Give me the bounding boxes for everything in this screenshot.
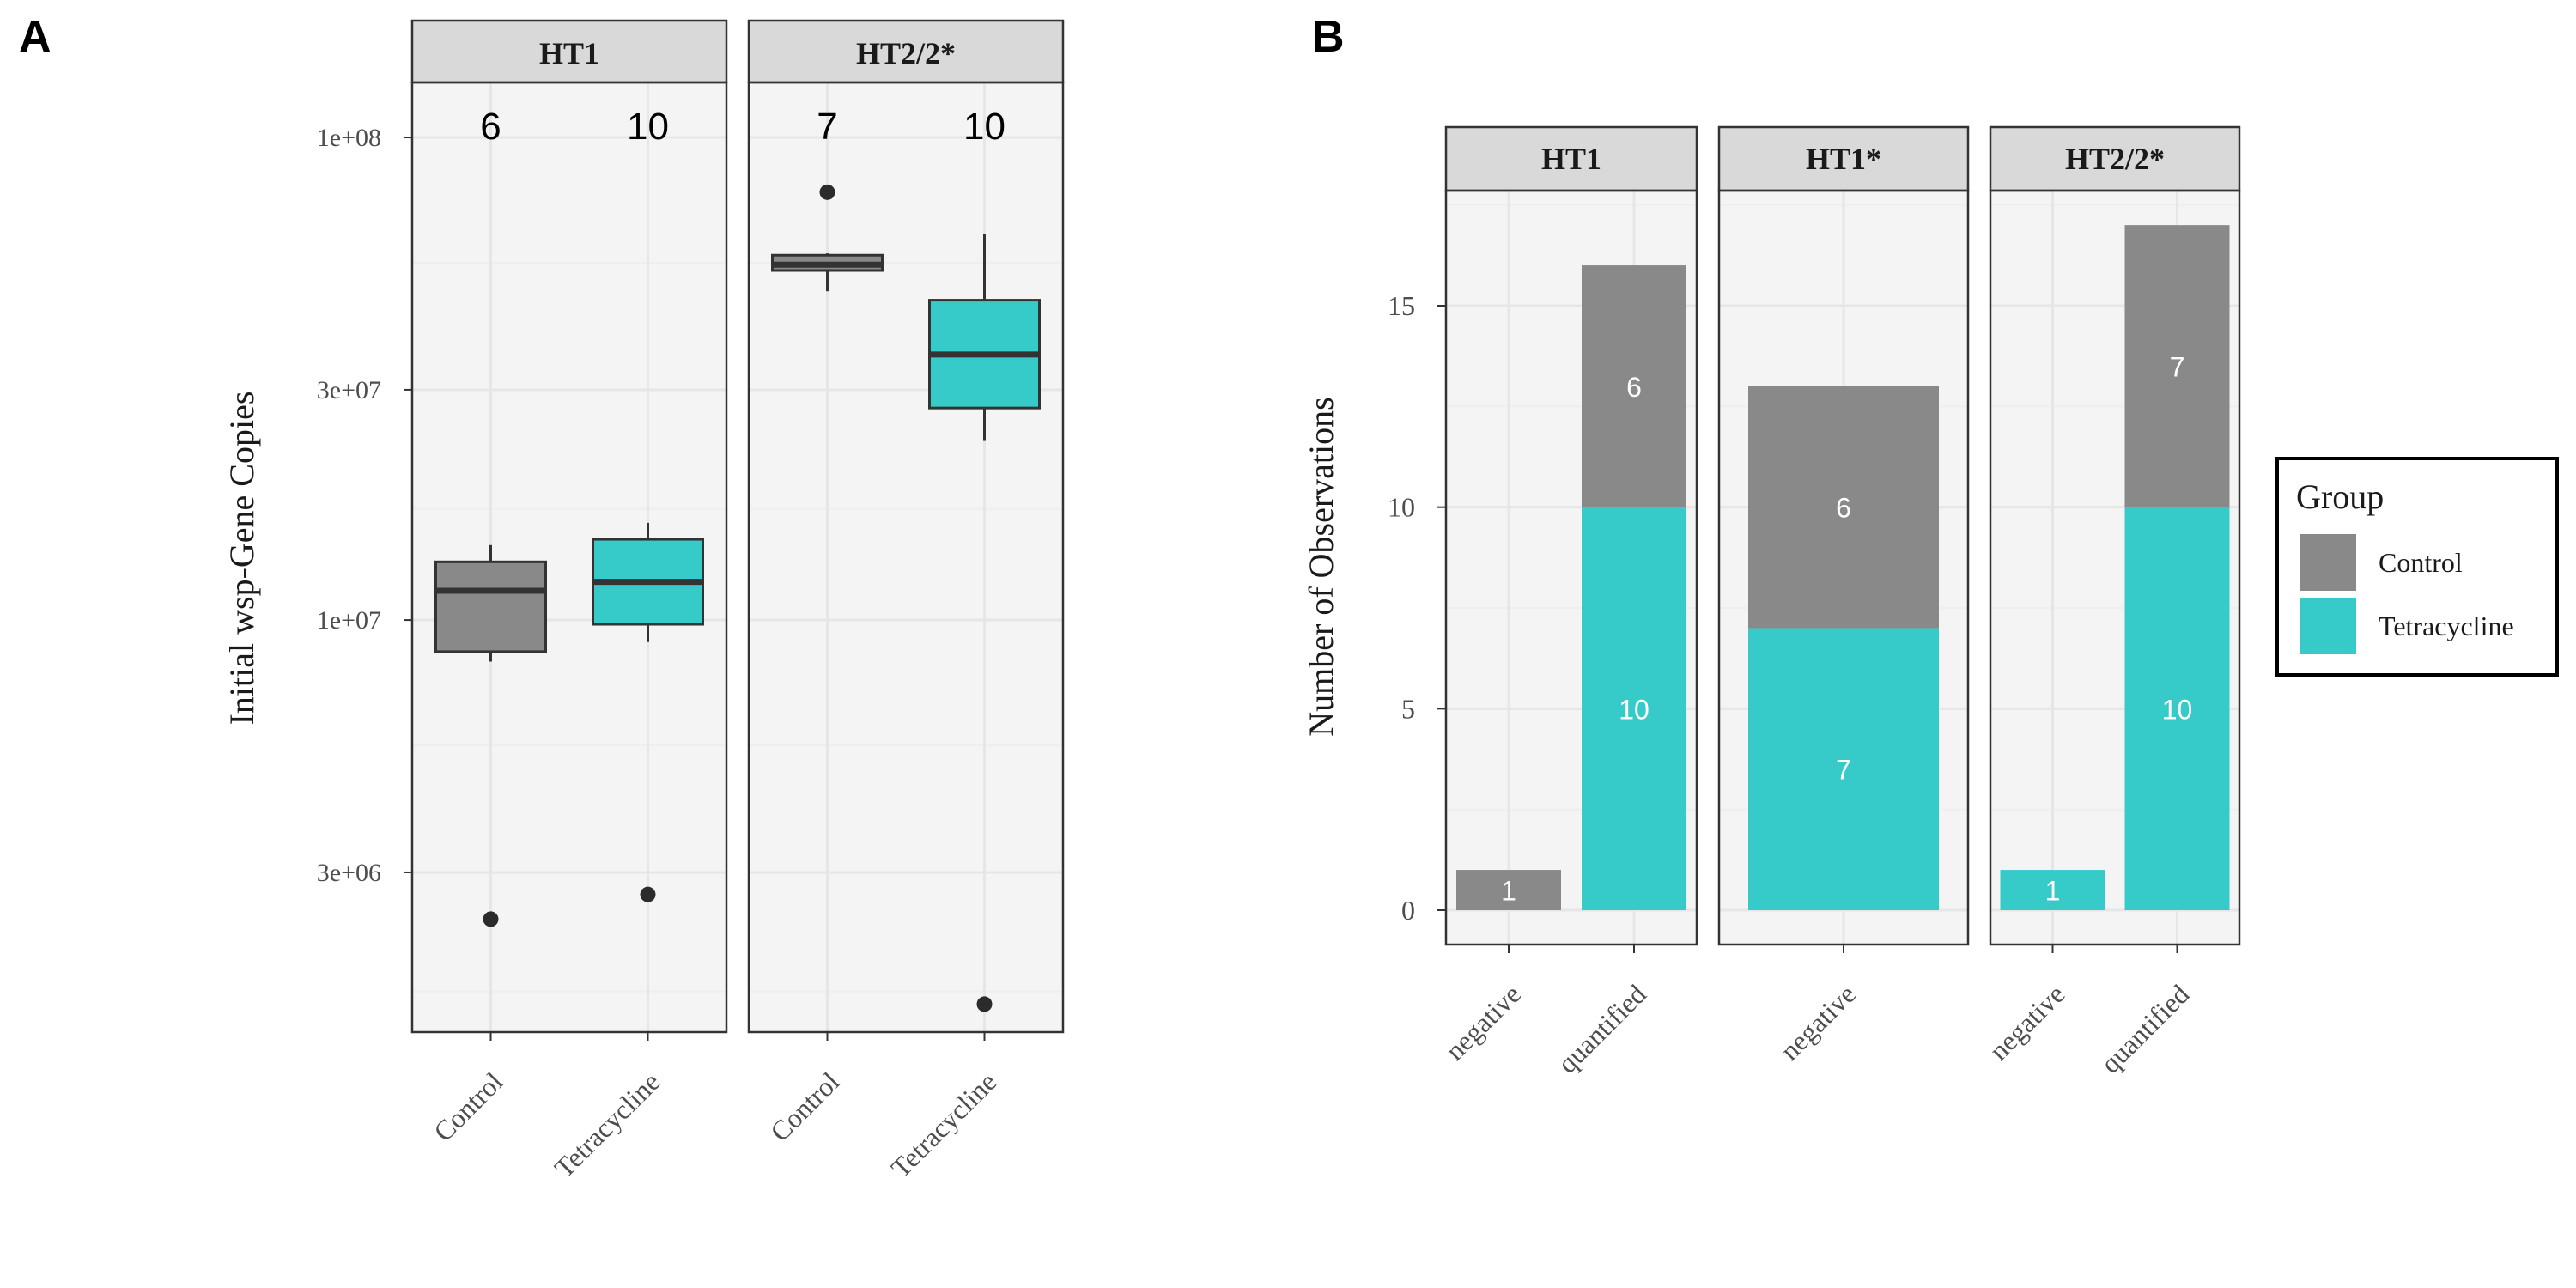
y-tick-label: 3e+07 [317,376,381,404]
sample-count-label: 10 [627,106,669,148]
box-control [434,560,547,653]
y-tick-label: 10 [1388,492,1415,523]
x-tick-label: Control [428,1066,509,1147]
bar-segment-tetracycline [1748,628,1939,910]
facet-strip-label: HT1 [1541,142,1601,176]
bar-value-label: 1 [2045,876,2061,907]
bar-segment-control [2124,225,2230,507]
facet-strip-label: HT1* [1806,142,1881,176]
panel-label-b: B [1312,12,1345,62]
legend-swatch-control [2300,534,2356,591]
panel-b-barchart: HT11negative106quantifiedHT1*76negativeH… [1302,125,2559,1079]
outlier-point [640,886,656,902]
bar-value-label: 7 [2170,351,2185,382]
y-tick-label: 1e+08 [317,124,381,152]
sample-count-label: 10 [963,106,1005,148]
bar-segment-tetracycline [2000,870,2105,910]
bar-segment-tetracycline [2124,507,2230,910]
panel-border [1444,189,1698,946]
bar-value-label: 1 [1501,876,1516,907]
bar-segment-control [1456,870,1561,910]
bar-segment-control [1582,265,1686,507]
y-tick-label: 0 [1401,895,1415,926]
panel-a-boxplot: HT1 6 Control 10 Tetracycline HT2/2* 7 Control 1… [222,19,1065,1183]
facet-strip [1444,125,1698,192]
x-tick-label: negative [1439,978,1527,1066]
x-tick-label: Tetracycline [549,1066,666,1183]
bar-segment-control [1748,386,1939,629]
x-tick-label: Tetracycline [885,1066,1003,1183]
x-tick-label: Control [764,1066,846,1147]
bar-segment-tetracycline [1582,507,1686,910]
x-tick-label: negative [1983,978,2070,1066]
facet-strip-label: HT2/2* [2065,142,2165,176]
panel-border [410,81,728,1034]
x-tick-label: quantified [1552,978,1652,1078]
outlier-point [819,184,835,200]
panel-border [1989,189,2241,946]
sample-count-label: 6 [480,106,501,148]
panel-border [747,81,1065,1034]
facet-strip-label: HT2/2* [856,36,956,70]
facet-strip [410,19,728,84]
legend: Group Control Tetracycline [2275,457,2559,677]
y-tick-label: 3e+06 [317,859,381,887]
y-tick-label: 5 [1401,693,1415,724]
panel-background [749,82,1063,1032]
legend-title: Group [2296,477,2384,516]
bar-value-label: 7 [1836,755,1851,786]
bar-value-label: 6 [1626,372,1642,403]
outlier-point [483,911,499,927]
legend-entry-label: Control [2379,547,2463,578]
x-tick-label: negative [1774,978,1862,1066]
outlier-point [976,996,993,1012]
y-tick-label: 15 [1388,290,1415,321]
panel-label-a: A [19,12,52,62]
bar-value-label: 6 [1836,493,1851,524]
y-axis-title: Number of Observations [1302,397,1340,736]
legend-entry-label: Tetracycline [2379,611,2514,641]
facet-strip-label: HT1 [539,36,599,70]
bar-value-label: 10 [2162,694,2193,725]
legend-swatch-tetracycline [2300,598,2356,654]
y-tick-label: 1e+07 [317,606,381,635]
x-tick-label: quantified [2094,978,2195,1078]
bar-value-label: 10 [1619,694,1649,725]
panel-border [1717,189,1970,946]
y-axis-title: Initial wsp-Gene Copies [222,392,261,726]
sample-count-label: 7 [817,106,837,148]
